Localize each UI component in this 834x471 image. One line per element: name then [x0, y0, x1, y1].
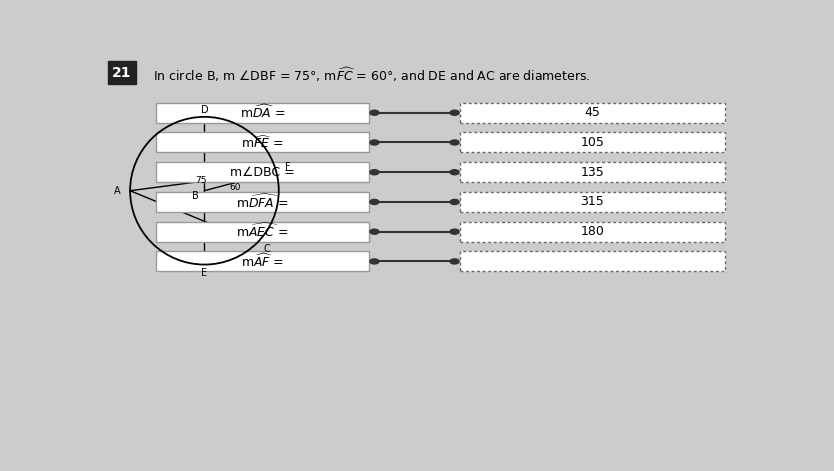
FancyBboxPatch shape — [460, 222, 725, 242]
Text: 21: 21 — [112, 65, 132, 80]
Circle shape — [450, 110, 459, 115]
FancyBboxPatch shape — [460, 103, 725, 123]
Text: 180: 180 — [580, 225, 604, 238]
Text: 315: 315 — [580, 195, 604, 209]
Text: m∠DBC =: m∠DBC = — [230, 166, 295, 179]
Circle shape — [370, 170, 379, 175]
Circle shape — [450, 259, 459, 264]
FancyBboxPatch shape — [156, 192, 369, 212]
Text: F: F — [285, 162, 291, 172]
Text: 105: 105 — [580, 136, 604, 149]
FancyBboxPatch shape — [156, 252, 369, 271]
Circle shape — [450, 170, 459, 175]
Text: 75: 75 — [195, 176, 207, 185]
Circle shape — [370, 110, 379, 115]
Text: 60: 60 — [229, 183, 241, 192]
Circle shape — [450, 140, 459, 145]
FancyBboxPatch shape — [156, 103, 369, 123]
FancyBboxPatch shape — [460, 252, 725, 271]
FancyBboxPatch shape — [460, 132, 725, 153]
FancyBboxPatch shape — [156, 162, 369, 182]
FancyBboxPatch shape — [156, 132, 369, 153]
Text: B: B — [192, 191, 198, 201]
Text: m$\widehat{AEC}$ =: m$\widehat{AEC}$ = — [236, 223, 289, 240]
Circle shape — [370, 140, 379, 145]
Text: m$\widehat{FE}$ =: m$\widehat{FE}$ = — [241, 134, 284, 151]
Text: m$\widehat{AF}$ =: m$\widehat{AF}$ = — [241, 253, 284, 270]
Text: D: D — [201, 105, 208, 114]
Text: C: C — [264, 244, 271, 254]
Text: In circle B, m ∠DBF = 75°, m$\widehat{FC}$ = 60°, and DE and AC are diameters.: In circle B, m ∠DBF = 75°, m$\widehat{FC… — [153, 65, 590, 84]
Text: A: A — [114, 186, 120, 196]
Text: 45: 45 — [585, 106, 600, 119]
FancyBboxPatch shape — [460, 192, 725, 212]
Text: 135: 135 — [580, 166, 604, 179]
Text: m$\widehat{DFA}$ =: m$\widehat{DFA}$ = — [236, 193, 289, 211]
Circle shape — [450, 229, 459, 234]
Circle shape — [370, 259, 379, 264]
Circle shape — [370, 199, 379, 204]
FancyBboxPatch shape — [460, 162, 725, 182]
Text: E: E — [201, 268, 208, 277]
Circle shape — [450, 199, 459, 204]
Text: m$\widehat{DA}$ =: m$\widehat{DA}$ = — [240, 104, 285, 121]
FancyBboxPatch shape — [156, 222, 369, 242]
Circle shape — [370, 229, 379, 234]
